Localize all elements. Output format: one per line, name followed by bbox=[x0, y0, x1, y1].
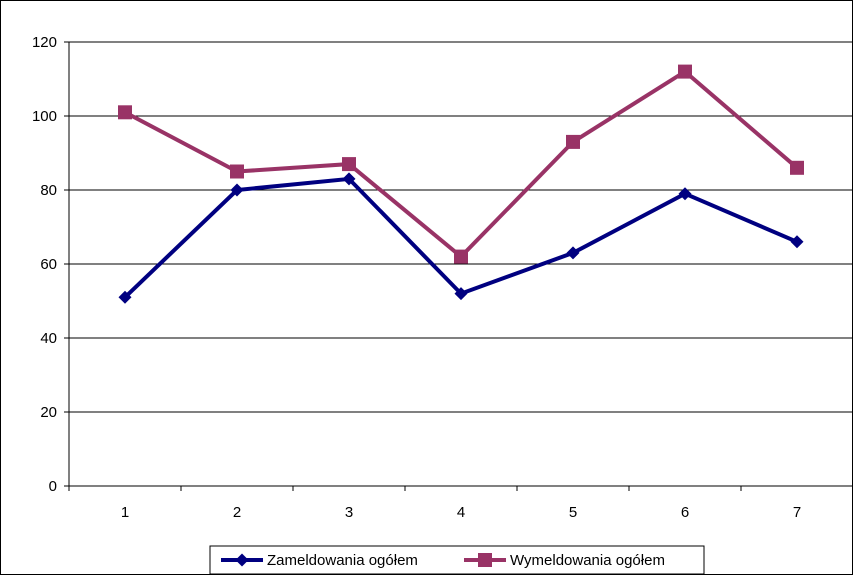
x-tick-label: 7 bbox=[793, 504, 801, 521]
legend-label: Wymeldowania ogółem bbox=[510, 552, 665, 569]
legend-marker bbox=[478, 553, 492, 567]
y-tick-label: 80 bbox=[40, 182, 57, 199]
series-lines bbox=[118, 64, 804, 304]
y-tick-label: 40 bbox=[40, 330, 57, 347]
y-tick-label: 0 bbox=[49, 478, 57, 495]
data-point bbox=[230, 183, 244, 197]
legend-marker bbox=[235, 553, 249, 567]
x-tick-label: 4 bbox=[457, 504, 465, 521]
series-line bbox=[124, 69, 799, 260]
grid-lines bbox=[69, 41, 853, 413]
series-1 bbox=[118, 172, 804, 304]
data-point bbox=[342, 157, 356, 172]
x-tick-label: 1 bbox=[121, 504, 129, 521]
x-tick-label: 2 bbox=[233, 504, 241, 521]
legend-label: Zameldowania ogółem bbox=[267, 552, 418, 569]
data-point bbox=[454, 249, 468, 264]
series-line bbox=[123, 176, 798, 299]
legend-entry: Wymeldowania ogółem bbox=[464, 552, 665, 569]
data-point bbox=[566, 134, 580, 149]
data-point bbox=[118, 290, 132, 304]
data-point bbox=[678, 187, 692, 201]
x-tick-label: 3 bbox=[345, 504, 353, 521]
series-2 bbox=[118, 64, 804, 264]
y-tick-label: 100 bbox=[32, 108, 57, 125]
legend-entry: Zameldowania ogółem bbox=[221, 552, 418, 569]
data-point bbox=[118, 105, 132, 120]
data-point bbox=[790, 160, 804, 175]
axes: 0 20 40 60 80 100 120 1 2 3 4 5 6 7 bbox=[32, 34, 853, 521]
data-point bbox=[790, 235, 804, 249]
data-point bbox=[678, 64, 692, 79]
data-point bbox=[566, 246, 580, 260]
data-point bbox=[342, 172, 356, 186]
data-point bbox=[230, 164, 244, 179]
x-tick-label: 6 bbox=[681, 504, 689, 521]
legend-box bbox=[209, 545, 705, 575]
y-tick-label: 120 bbox=[32, 34, 57, 51]
data-point bbox=[454, 287, 468, 301]
y-tick-label: 60 bbox=[40, 256, 57, 273]
y-tick-label: 20 bbox=[40, 404, 57, 421]
legend: Zameldowania ogółem Wymeldowania ogółem bbox=[209, 545, 705, 575]
x-tick-label: 5 bbox=[569, 504, 577, 521]
